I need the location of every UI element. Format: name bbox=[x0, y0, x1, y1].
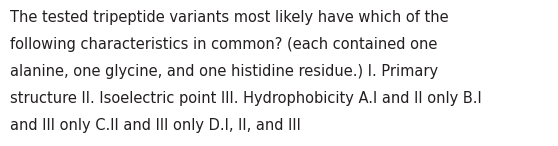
Text: alanine, one glycine, and one histidine residue.) I. Primary: alanine, one glycine, and one histidine … bbox=[10, 64, 438, 79]
Text: The tested tripeptide variants most likely have which of the: The tested tripeptide variants most like… bbox=[10, 10, 449, 25]
Text: structure II. Isoelectric point III. Hydrophobicity A.I and II only B.I: structure II. Isoelectric point III. Hyd… bbox=[10, 91, 482, 106]
Text: and III only C.II and III only D.I, II, and III: and III only C.II and III only D.I, II, … bbox=[10, 118, 301, 133]
Text: following characteristics in common? (each contained one: following characteristics in common? (ea… bbox=[10, 37, 437, 52]
